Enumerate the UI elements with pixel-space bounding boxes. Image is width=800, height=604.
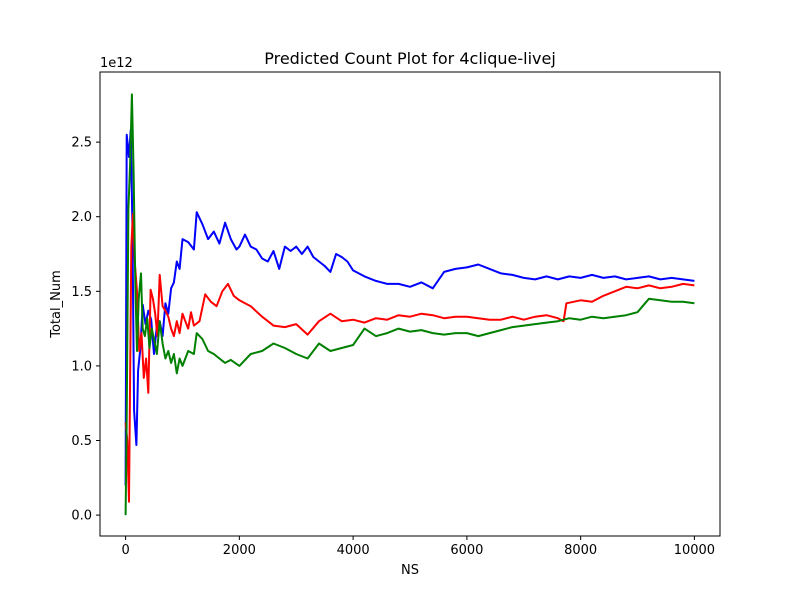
y-axis-ticks: 0.0 0.5 1.0 1.5 2.0 2.5 (71, 136, 100, 524)
chart-title: Predicted Count Plot for 4clique-livej (264, 49, 556, 68)
x-axis-ticks: 0 2000 4000 6000 8000 10000 (121, 536, 715, 558)
y-axis-label: Total_Num (49, 270, 64, 339)
series-line-2 (124, 212, 695, 503)
x-tick-label: 0 (121, 543, 129, 558)
x-tick-label: 8000 (564, 543, 597, 558)
y-offset-label: 1e12 (100, 56, 133, 71)
x-tick-label: 2000 (223, 543, 256, 558)
series-line-1 (124, 129, 695, 486)
y-tick-label: 0.0 (71, 509, 92, 524)
x-tick-label: 10000 (674, 543, 715, 558)
series-line-3 (124, 93, 695, 516)
y-tick-label: 1.5 (71, 285, 92, 300)
axes-frame (99, 71, 721, 537)
x-tick-label: 6000 (450, 543, 483, 558)
x-axis-label: NS (401, 563, 419, 578)
y-tick-label: 1.0 (71, 359, 92, 374)
plot-area (124, 93, 695, 516)
y-tick-label: 2.0 (71, 210, 92, 225)
x-tick-label: 4000 (337, 543, 370, 558)
y-tick-label: 2.5 (71, 136, 92, 151)
y-tick-label: 0.5 (71, 434, 92, 449)
